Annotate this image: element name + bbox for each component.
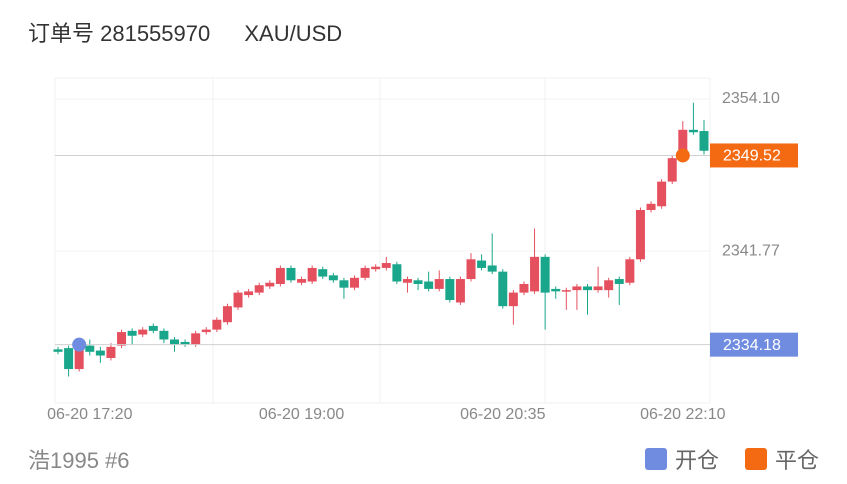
legend-label: 开仓 <box>674 448 719 473</box>
candle-body <box>657 181 667 207</box>
candle-body <box>106 346 116 358</box>
x-tick-label: 06-20 19:00 <box>259 406 345 423</box>
candle-body <box>487 265 497 272</box>
candle-body <box>530 256 540 292</box>
price-tag-label: 2334.18 <box>723 337 781 354</box>
candle-body <box>667 158 677 182</box>
candle-body <box>328 275 338 281</box>
y-tick-label: 2341.77 <box>722 242 780 259</box>
chart: 2354.10 2341.77 06-20 17:20 06-20 19:00 06-2… <box>47 77 798 423</box>
price-tag <box>710 143 798 168</box>
candle-body <box>265 282 275 287</box>
x-tick-label: 06-20 17:20 <box>47 406 133 423</box>
candle-body <box>275 267 285 284</box>
candle-body <box>307 267 317 282</box>
candle-body <box>540 256 550 293</box>
candle-body <box>413 280 423 284</box>
account: 浩1995 #6 <box>28 448 130 473</box>
y-tick-label: 2354.10 <box>722 90 780 107</box>
candle-body <box>244 291 254 296</box>
candle-body <box>371 266 381 270</box>
trade-marker <box>675 148 690 163</box>
candle-body <box>604 280 614 291</box>
candle-body <box>159 330 169 340</box>
candle-body <box>254 285 264 293</box>
price-tag <box>710 332 798 357</box>
candle-body <box>561 290 571 292</box>
candle-body <box>297 279 307 283</box>
candle-body <box>455 279 465 303</box>
candle-body <box>445 279 455 301</box>
candle-body <box>169 339 179 345</box>
candle-body <box>222 306 232 323</box>
candle-body <box>318 269 328 277</box>
candle-body <box>551 288 561 292</box>
candle-body <box>64 348 74 370</box>
candle-body <box>646 203 656 210</box>
candle-body <box>678 129 688 159</box>
candle-body <box>381 263 391 268</box>
trade-marker <box>72 337 87 352</box>
candle-body <box>635 209 645 260</box>
order-number: 订单号 281555970 <box>28 21 211 46</box>
plot-frame <box>54 77 711 404</box>
candle-body <box>614 279 624 284</box>
candle-body <box>392 264 402 282</box>
header: 订单号 281555970 XAU/USD <box>28 16 342 48</box>
legend: 开仓 平仓 <box>644 443 819 475</box>
legend-label: 平仓 <box>774 448 819 473</box>
candle-body <box>212 319 222 330</box>
candle-body <box>85 345 95 352</box>
candle-body <box>572 286 582 291</box>
legend-swatch <box>644 448 667 470</box>
candle-body <box>350 277 360 288</box>
candle-body <box>53 349 63 352</box>
candle-body <box>498 271 508 307</box>
candle-body <box>180 341 190 345</box>
price-tag-label: 2349.52 <box>723 148 781 165</box>
candle-body <box>688 129 698 133</box>
candle-body <box>360 267 370 278</box>
symbol: XAU/USD <box>244 21 343 46</box>
x-tick-label: 06-20 22:10 <box>640 406 726 423</box>
candle-body <box>699 131 709 151</box>
candle-body <box>138 329 148 335</box>
candle-body <box>127 330 137 336</box>
candle-body <box>508 292 518 307</box>
candle-body <box>233 292 243 308</box>
candle-body <box>593 286 603 291</box>
candle-body <box>625 259 635 283</box>
candle-body <box>339 280 349 288</box>
candle-body <box>466 259 476 280</box>
candle-body <box>402 279 412 283</box>
candle-body <box>434 279 444 289</box>
x-tick-label: 06-20 20:35 <box>460 406 546 423</box>
candle-body <box>477 260 487 268</box>
candle-body <box>74 344 84 370</box>
candle-body <box>191 333 201 345</box>
candle-body <box>424 281 434 289</box>
candle-body <box>201 329 211 333</box>
legend-swatch <box>744 448 767 470</box>
candle-body <box>583 286 592 291</box>
candle-body <box>95 350 105 356</box>
candle-body <box>286 267 296 281</box>
candle-body <box>148 325 158 331</box>
candle-body <box>519 283 529 293</box>
candle-body <box>117 332 127 346</box>
